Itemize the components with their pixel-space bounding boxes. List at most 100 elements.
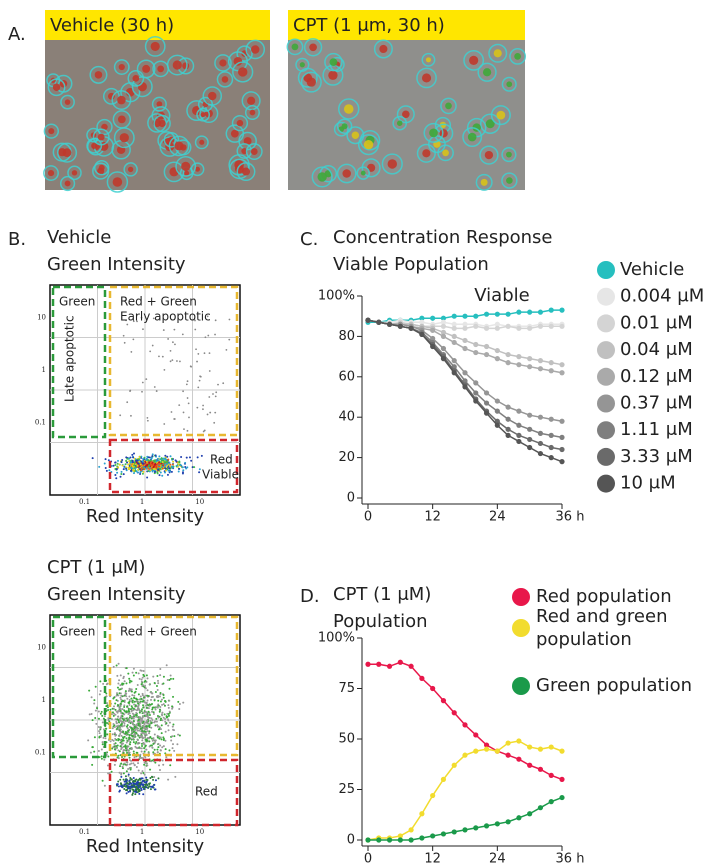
event [104, 467, 107, 470]
cell-nucleus [309, 43, 317, 52]
event [159, 719, 162, 722]
event [162, 716, 165, 719]
event [157, 468, 160, 471]
event [144, 701, 147, 704]
data-point [386, 837, 393, 843]
data-point [430, 335, 436, 342]
event [167, 704, 170, 707]
gate [108, 438, 239, 494]
event [146, 417, 149, 419]
event [162, 696, 165, 699]
cell-nucleus [200, 112, 206, 118]
event [148, 745, 151, 748]
event [173, 328, 176, 331]
event [139, 723, 142, 726]
event [99, 712, 102, 715]
event [117, 715, 120, 718]
event [109, 740, 112, 743]
cell [286, 38, 304, 56]
event [157, 699, 160, 702]
cell-nucleus [506, 81, 513, 88]
data-point [473, 323, 479, 329]
event [165, 463, 168, 466]
event [157, 716, 160, 719]
event [125, 682, 128, 685]
cell-nucleus [230, 129, 239, 138]
event [204, 336, 207, 339]
event [134, 745, 137, 748]
event [143, 730, 146, 733]
event [154, 691, 157, 694]
event [107, 772, 110, 775]
event [129, 390, 131, 393]
data-point [430, 792, 436, 799]
cell-nucleus [48, 128, 55, 135]
cell-nucleus [387, 159, 397, 169]
event [158, 462, 161, 465]
event [136, 459, 139, 462]
cell-nucleus [306, 77, 316, 87]
event [130, 709, 133, 712]
event [164, 464, 167, 467]
event [158, 728, 161, 731]
event [161, 355, 164, 358]
event [182, 411, 185, 414]
event [165, 460, 168, 463]
event [97, 725, 100, 728]
event [147, 786, 150, 789]
event [115, 664, 118, 667]
event [118, 679, 121, 682]
event [117, 709, 120, 712]
data-point [462, 313, 468, 319]
event [113, 763, 116, 766]
cell-nucleus [482, 68, 492, 77]
event [153, 783, 156, 786]
event [106, 682, 109, 685]
data-point [527, 744, 533, 750]
event [115, 694, 118, 697]
event [128, 767, 131, 770]
event [174, 775, 177, 778]
event [122, 720, 125, 723]
event [103, 728, 106, 731]
event [146, 455, 149, 458]
data-point [483, 343, 490, 350]
cell-nucleus [422, 149, 431, 158]
event [217, 383, 219, 386]
chart-title: CPT (1 μM) [333, 584, 431, 605]
data-point [537, 440, 544, 447]
event [137, 724, 140, 727]
data-point [440, 356, 447, 362]
cell-nucleus [360, 170, 366, 176]
event [166, 712, 169, 715]
event [130, 720, 133, 723]
event [184, 461, 187, 464]
data-point [494, 325, 500, 331]
event [125, 467, 128, 470]
event [160, 732, 163, 735]
event [139, 727, 142, 730]
data-point [505, 323, 511, 329]
event [153, 776, 156, 779]
event [110, 770, 113, 773]
event [123, 704, 126, 707]
event [121, 715, 124, 718]
data-point [527, 444, 533, 451]
event [141, 777, 144, 780]
event [130, 786, 133, 789]
data-point [419, 319, 425, 325]
event [146, 419, 149, 422]
cell-nucleus [396, 120, 403, 126]
event [151, 708, 154, 711]
data-point [451, 762, 457, 768]
data-point [527, 412, 533, 418]
event [161, 719, 164, 722]
event [128, 759, 131, 762]
event [152, 706, 155, 709]
event [142, 793, 145, 796]
event [141, 739, 144, 742]
event [140, 777, 143, 780]
event [115, 468, 118, 471]
event [128, 756, 131, 759]
event [146, 764, 149, 767]
